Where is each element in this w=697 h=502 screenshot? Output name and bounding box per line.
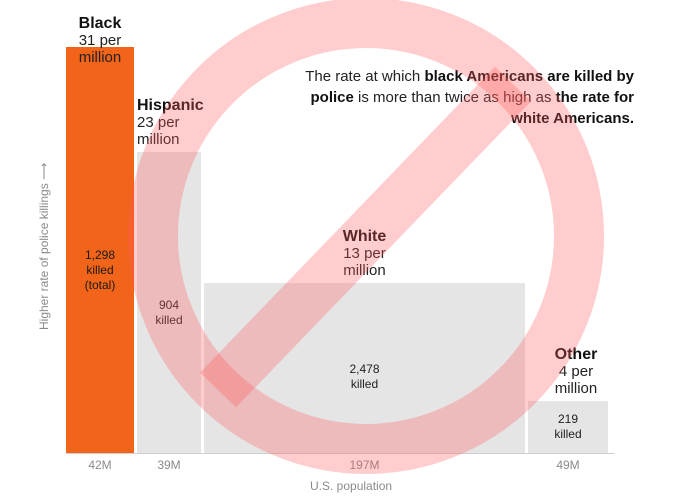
killed-count: 904 <box>158 298 180 312</box>
group-label-white: White 13 per million <box>204 228 525 279</box>
population-label-hispanic: 39M <box>157 458 181 472</box>
rate-label: 31 per <box>78 32 122 49</box>
population-label-other: 49M <box>556 458 580 472</box>
bar-white <box>204 283 525 453</box>
killed-label-hispanic: 904 killed <box>137 298 201 328</box>
chart-annotation: The rate at which black Americans are ki… <box>300 66 634 129</box>
annotation-part: the rate for white Americans. <box>511 89 634 127</box>
killed-note: (total) <box>84 278 116 292</box>
killed-word: killed <box>554 427 582 441</box>
killed-count: 219 <box>557 412 579 426</box>
bar-black <box>66 47 134 453</box>
rate-unit: million <box>554 380 598 397</box>
rate-unit: million <box>343 262 386 279</box>
x-axis-baseline <box>66 453 614 454</box>
bar-hispanic <box>137 152 201 453</box>
population-label-black: 42M <box>88 458 112 472</box>
annotation-part: The rate at which <box>305 68 425 85</box>
annotation-part: is more than twice as high as <box>353 89 556 106</box>
rate-label: 13 per <box>343 245 386 262</box>
killed-count: 2,478 <box>349 362 380 376</box>
group-name: White <box>342 228 387 245</box>
rate-unit: million <box>78 49 122 66</box>
rate-label: 4 per <box>558 363 594 380</box>
annotation-part: black Americans are killed by police <box>310 68 634 106</box>
group-name: Hispanic <box>137 97 204 114</box>
group-label-black: Black 31 per million <box>60 15 140 66</box>
killed-word: killed <box>350 377 379 391</box>
killed-label-other: 219 killed <box>528 412 608 442</box>
group-label-hispanic: Hispanic 23 per million <box>137 97 217 148</box>
killed-word: killed <box>155 313 183 327</box>
x-axis-label: U.S. population <box>310 479 393 493</box>
rate-unit: million <box>137 131 180 148</box>
killed-label-white: 2,478 killed <box>204 362 525 392</box>
y-axis-label: Higher rate of police killings ⟶ <box>37 162 51 330</box>
killed-count: 1,298 <box>84 248 116 262</box>
killed-label-black: 1,298 killed (total) <box>66 248 134 293</box>
population-label-white: 197M <box>349 458 380 472</box>
killed-word: killed <box>86 263 114 277</box>
rate-label: 23 per <box>137 114 180 131</box>
bar-other <box>528 401 608 453</box>
group-name: Black <box>78 15 122 32</box>
group-label-other: Other 4 per million <box>536 346 616 397</box>
group-name: Other <box>554 346 598 363</box>
